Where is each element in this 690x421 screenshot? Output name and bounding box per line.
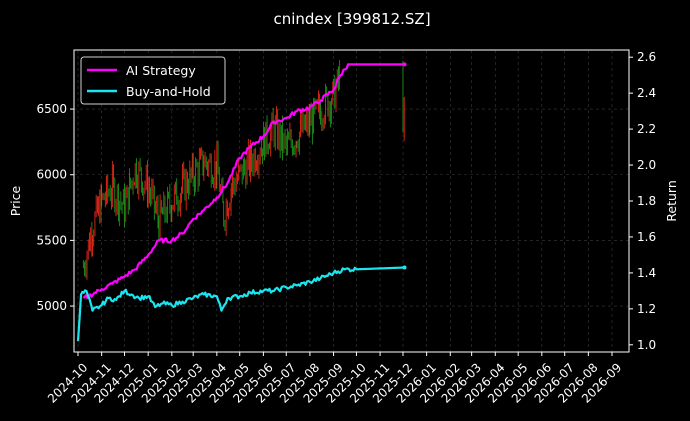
y-tick-label-right: 1.6 bbox=[637, 230, 656, 244]
series-end-marker bbox=[402, 62, 407, 67]
y-axis-label-left: Price bbox=[8, 185, 23, 216]
y-axis-label-right: Return bbox=[664, 180, 679, 221]
legend-label-bh: Buy-and-Hold bbox=[126, 84, 211, 99]
y-tick-label-left: 6500 bbox=[36, 102, 67, 116]
y-tick-label-right: 2.4 bbox=[637, 86, 656, 100]
y-tick-label-left: 5500 bbox=[36, 233, 67, 247]
chart-title: cnindex [399812.SZ] bbox=[273, 10, 430, 28]
y-tick-label-right: 1.2 bbox=[637, 302, 656, 316]
y-tick-label-right: 2.6 bbox=[637, 50, 656, 64]
legend-label-ai: AI Strategy bbox=[126, 63, 196, 78]
gridlines bbox=[74, 50, 629, 352]
right-axis: 1.0 1.2 1.4 1.6 1.8 2.0 2.2 2.4 2.6 bbox=[629, 50, 656, 352]
x-axis: 2024-102024-112024-122025-012025-022025-… bbox=[45, 352, 624, 406]
series-buy-and-hold bbox=[76, 266, 405, 342]
y-tick-label-right: 1.4 bbox=[637, 266, 656, 280]
left-axis: 5000 5500 6000 6500 bbox=[36, 102, 74, 313]
y-tick-label-left: 5000 bbox=[36, 299, 67, 313]
y-tick-label-right: 2.0 bbox=[637, 158, 656, 172]
legend: AI Strategy Buy-and-Hold bbox=[80, 56, 226, 105]
y-tick-label-right: 2.2 bbox=[637, 122, 656, 136]
return-lines bbox=[76, 62, 407, 342]
series-ai-strategy bbox=[82, 63, 405, 300]
y-tick-label-right: 1.8 bbox=[637, 194, 656, 208]
y-tick-label-right: 1.0 bbox=[637, 338, 656, 352]
y-tick-label-left: 6000 bbox=[36, 168, 67, 182]
series-end-marker bbox=[402, 265, 407, 270]
